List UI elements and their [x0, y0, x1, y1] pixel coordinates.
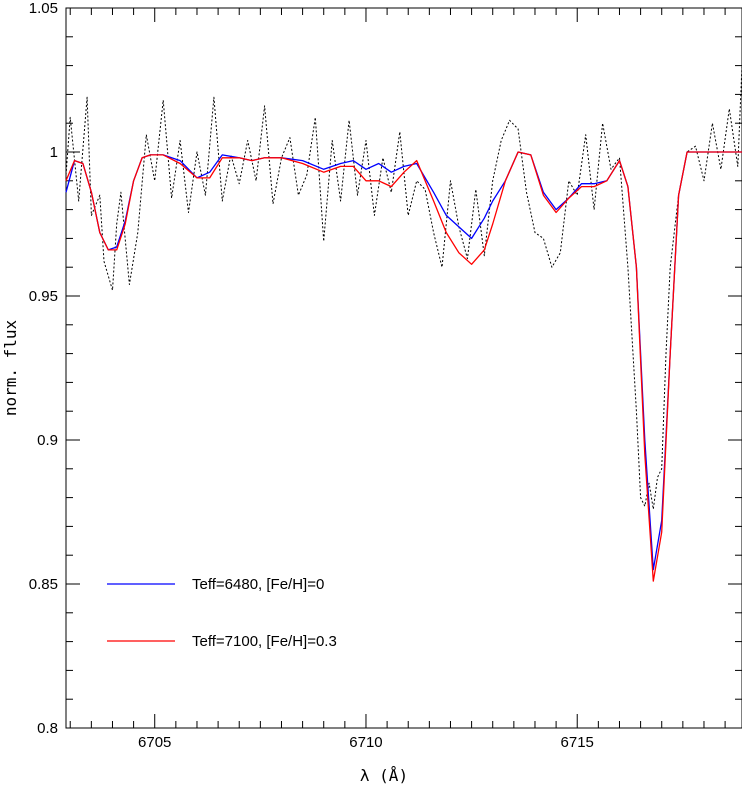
y-tick-label: 0.8: [37, 720, 58, 737]
plot-frame: [65, 7, 742, 729]
x-tick-label: 6715: [561, 734, 594, 751]
observed-spectrum-line: [65, 65, 742, 510]
x-tick-label: 6710: [349, 734, 382, 751]
y-axis-label: norm. flux: [1, 319, 20, 416]
y-tick-label: 1: [50, 144, 58, 161]
x-tick-label: 6705: [138, 734, 171, 751]
legend-label-blue: Teff=6480, [Fe/H]=0: [192, 576, 324, 593]
y-tick-label: 0.95: [29, 288, 58, 305]
model-7100-line: [65, 151, 742, 582]
tick-labels: 6705 6710 6715 0.8 0.85 0.9 0.95 1 1.05: [29, 0, 594, 751]
legend-label-red: Teff=7100, [Fe/H]=0.3: [192, 633, 337, 650]
y-tick-label: 0.85: [29, 576, 58, 593]
x-axis-label: λ (Å): [360, 766, 408, 785]
series-layer: [65, 65, 742, 582]
legend: Teff=6480, [Fe/H]=0 Teff=7100, [Fe/H]=0.…: [107, 576, 337, 650]
y-tick-label: 0.9: [37, 432, 58, 449]
axis-ticks: [66, 7, 742, 729]
y-tick-label: 1.05: [29, 0, 58, 17]
plot-border: [65, 7, 742, 729]
